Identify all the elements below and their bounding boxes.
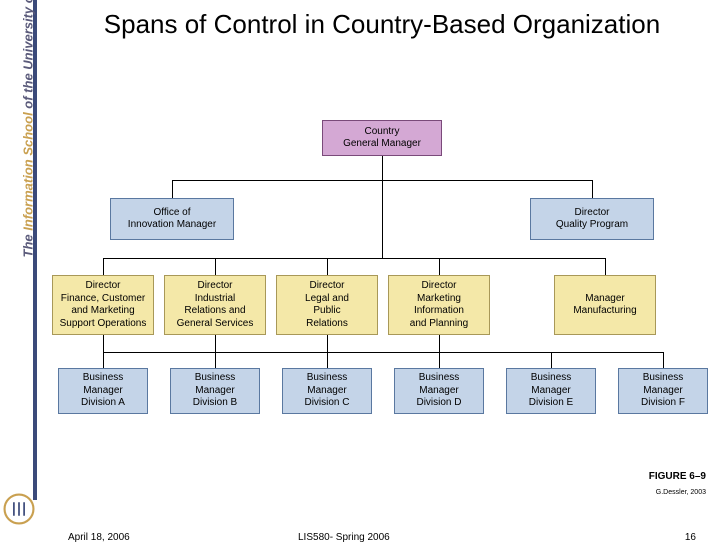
footer-date: April 18, 2006 <box>68 532 130 543</box>
school-logo-icon <box>2 492 36 526</box>
org-box-r4b: BusinessManagerDivision B <box>170 368 260 414</box>
org-box-r4f: BusinessManagerDivision F <box>618 368 708 414</box>
connector-line <box>103 352 663 353</box>
sidebar-prefix: The <box>21 231 36 258</box>
sidebar-suffix: of the University of Washington <box>21 0 36 112</box>
figure-label: FIGURE 6–9 <box>649 471 706 482</box>
slide-title: Spans of Control in Country-Based Organi… <box>48 0 716 44</box>
org-box-r4e: BusinessManagerDivision E <box>506 368 596 414</box>
connector-line <box>605 258 606 275</box>
footer-page: 16 <box>685 532 696 543</box>
org-box-r3a: DirectorFinance, Customerand MarketingSu… <box>52 275 154 335</box>
connector-line <box>172 180 173 198</box>
sidebar: The Information School of the University… <box>0 0 42 540</box>
org-chart: CountryGeneral Manager Office ofInnovatio… <box>52 120 712 450</box>
org-box-r3d: DirectorMarketingInformationand Planning <box>388 275 490 335</box>
org-box-top: CountryGeneral Manager <box>322 120 442 156</box>
connector-line <box>551 352 552 368</box>
connector-line <box>592 180 593 198</box>
org-box-r4a: BusinessManagerDivision A <box>58 368 148 414</box>
org-box-r3b: DirectorIndustrialRelations andGeneral S… <box>164 275 266 335</box>
sidebar-accent: Information School <box>21 112 36 230</box>
connector-line <box>663 352 664 368</box>
org-box-r2a: Office ofInnovation Manager <box>110 198 234 240</box>
org-box-r3c: DirectorLegal andPublicRelations <box>276 275 378 335</box>
connector-line <box>382 156 383 258</box>
org-box-r4d: BusinessManagerDivision D <box>394 368 484 414</box>
sidebar-title: The Information School of the University… <box>21 0 36 258</box>
org-box-r3e: ManagerManufacturing <box>554 275 656 335</box>
figure-credit: G.Dessler, 2003 <box>656 489 706 496</box>
slide-main: Spans of Control in Country-Based Organi… <box>48 0 716 540</box>
footer-course: LIS580- Spring 2006 <box>298 532 390 543</box>
connector-line <box>103 258 605 259</box>
org-box-r2b: DirectorQuality Program <box>530 198 654 240</box>
org-box-r4c: BusinessManagerDivision C <box>282 368 372 414</box>
